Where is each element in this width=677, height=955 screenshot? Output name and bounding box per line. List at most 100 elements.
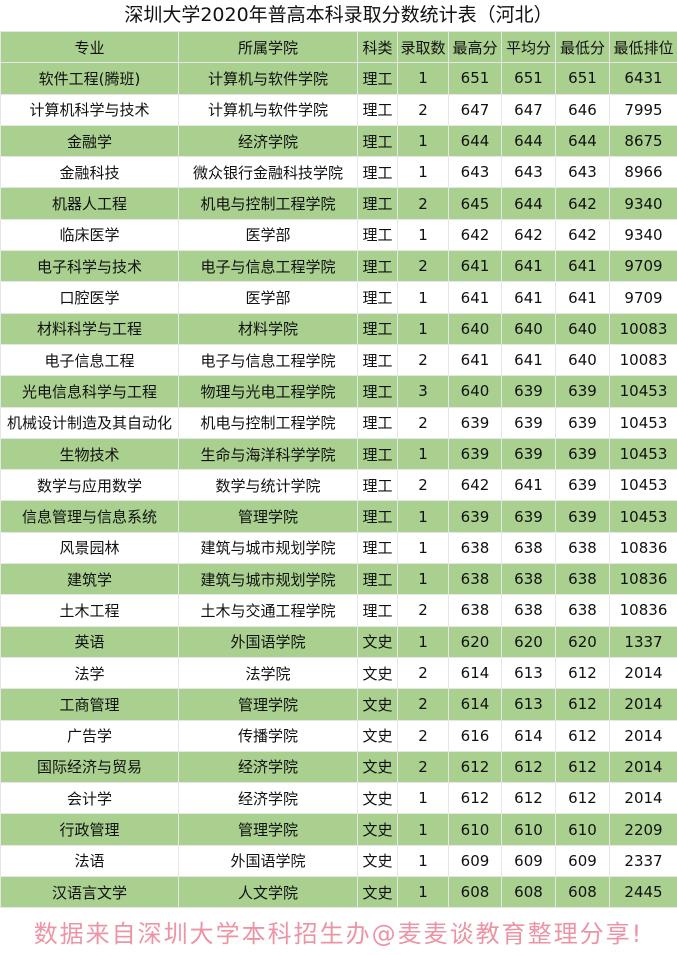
cell-category: 理工 [358,532,398,563]
cell-max-score: 639 [449,501,502,532]
cell-min-score: 642 [556,219,610,250]
cell-major: 电子信息工程 [1,344,179,375]
cell-category: 文史 [358,720,398,751]
cell-min-score: 639 [556,407,610,438]
cell-min-score: 610 [556,814,610,845]
cell-category: 文史 [358,814,398,845]
cell-major: 英语 [1,626,179,657]
cell-admitted: 1 [398,532,449,563]
cell-category: 理工 [358,188,398,219]
cell-min-rank: 2014 [610,751,677,782]
cell-min-rank: 1337 [610,626,677,657]
cell-min-score: 612 [556,783,610,814]
cell-major: 机械设计制造及其自动化 [1,407,179,438]
cell-major: 广告学 [1,720,179,751]
cell-avg-score: 641 [502,470,556,501]
cell-max-score: 640 [449,376,502,407]
cell-min-rank: 9340 [610,188,677,219]
cell-category: 文史 [358,626,398,657]
cell-min-rank: 10836 [610,564,677,595]
cell-college: 物理与光电工程学院 [179,376,358,407]
cell-major: 国际经济与贸易 [1,751,179,782]
cell-category: 理工 [358,344,398,375]
cell-category: 理工 [358,157,398,188]
cell-college: 机电与控制工程学院 [179,407,358,438]
cell-category: 理工 [358,251,398,282]
cell-college: 微众银行金融科技学院 [179,157,358,188]
cell-max-score: 616 [449,720,502,751]
cell-college: 经济学院 [179,751,358,782]
watermark: 数据来自深圳大学本科招生办@麦麦谈教育整理分享! [0,914,677,949]
header-admitted: 录取数 [398,32,449,63]
cell-category: 理工 [358,595,398,626]
cell-category: 文史 [358,751,398,782]
cell-major: 计算机科学与技术 [1,94,179,125]
cell-max-score: 639 [449,407,502,438]
cell-min-rank: 10453 [610,470,677,501]
cell-min-rank: 8675 [610,125,677,156]
cell-avg-score: 642 [502,219,556,250]
cell-college: 计算机与软件学院 [179,94,358,125]
cell-min-score: 646 [556,94,610,125]
cell-major: 行政管理 [1,814,179,845]
header-avg-score: 平均分 [502,32,556,63]
cell-max-score: 612 [449,783,502,814]
cell-max-score: 610 [449,814,502,845]
cell-min-score: 638 [556,595,610,626]
cell-avg-score: 612 [502,751,556,782]
cell-avg-score: 612 [502,783,556,814]
cell-min-rank: 9709 [610,251,677,282]
cell-avg-score: 644 [502,188,556,219]
cell-min-rank: 10836 [610,595,677,626]
cell-major: 信息管理与信息系统 [1,501,179,532]
cell-major: 法语 [1,845,179,876]
cell-min-score: 639 [556,470,610,501]
cell-admitted: 1 [398,157,449,188]
cell-major: 汉语言文学 [1,877,179,908]
header-row: 专业所属学院科类录取数最高分平均分最低分最低排位 [1,32,677,63]
cell-avg-score: 643 [502,157,556,188]
cell-min-score: 643 [556,157,610,188]
cell-avg-score: 641 [502,344,556,375]
cell-avg-score: 638 [502,532,556,563]
cell-major: 建筑学 [1,564,179,595]
cell-min-rank: 10453 [610,376,677,407]
cell-category: 理工 [358,313,398,344]
cell-major: 临床医学 [1,219,179,250]
cell-min-score: 651 [556,63,610,94]
cell-avg-score: 638 [502,595,556,626]
cell-admitted: 3 [398,376,449,407]
cell-college: 法学院 [179,657,358,688]
cell-avg-score: 608 [502,877,556,908]
cell-college: 外国语学院 [179,845,358,876]
cell-major: 土木工程 [1,595,179,626]
cell-admitted: 2 [398,251,449,282]
cell-min-score: 620 [556,626,610,657]
cell-major: 电子科学与技术 [1,251,179,282]
cell-min-score: 612 [556,689,610,720]
cell-college: 经济学院 [179,125,358,156]
header-college: 所属学院 [179,32,358,63]
cell-max-score: 612 [449,751,502,782]
cell-admitted: 1 [398,125,449,156]
cell-avg-score: 641 [502,282,556,313]
cell-min-rank: 9340 [610,219,677,250]
cell-avg-score: 639 [502,407,556,438]
cell-min-rank: 8966 [610,157,677,188]
cell-college: 材料学院 [179,313,358,344]
cell-college: 管理学院 [179,689,358,720]
cell-min-score: 640 [556,344,610,375]
cell-college: 人文学院 [179,877,358,908]
cell-max-score: 645 [449,188,502,219]
